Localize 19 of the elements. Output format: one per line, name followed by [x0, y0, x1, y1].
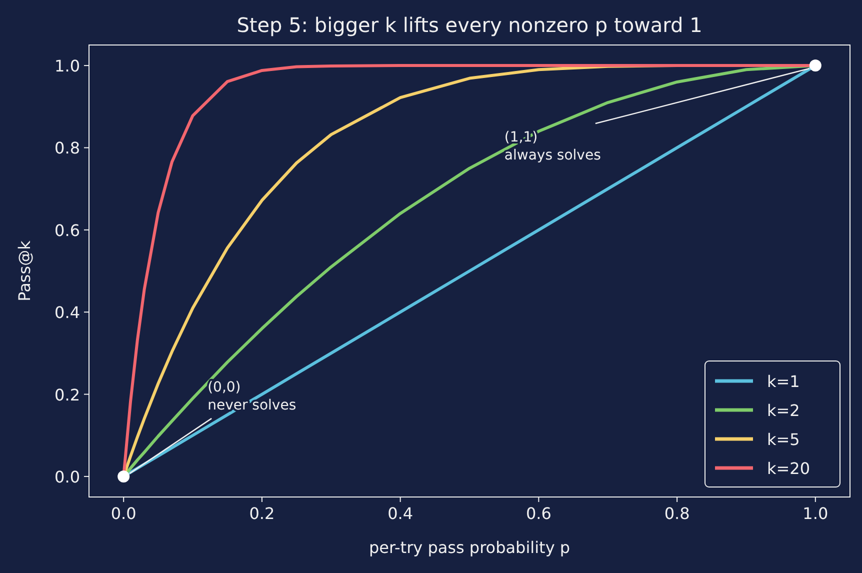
x-tick-label: 0.8: [664, 504, 690, 523]
x-tick-label: 0.0: [110, 504, 136, 523]
legend-label: k=20: [767, 459, 810, 478]
y-axis-title: Pass@k: [15, 240, 34, 302]
y-tick-label: 0.8: [54, 138, 80, 158]
legend-label: k=5: [767, 430, 800, 449]
x-axis-title: per-try pass probability p: [368, 538, 570, 557]
chart-title: Step 5: bigger k lifts every nonzero p toward 1: [236, 13, 702, 37]
legend-label: k=1: [767, 372, 800, 391]
y-tick-label: 0.0: [54, 467, 80, 486]
x-tick-label: 0.6: [526, 504, 552, 523]
x-tick-label: 0.4: [388, 504, 414, 523]
y-tick-label: 0.4: [54, 303, 80, 322]
y-tick-label: 0.2: [54, 385, 80, 404]
x-tick-label: 0.2: [249, 504, 275, 523]
y-tick-label: 1.0: [54, 56, 80, 76]
legend-label: k=2: [767, 401, 800, 420]
y-tick-label: 0.6: [54, 220, 80, 240]
x-tick-label: 1.0: [802, 504, 828, 523]
